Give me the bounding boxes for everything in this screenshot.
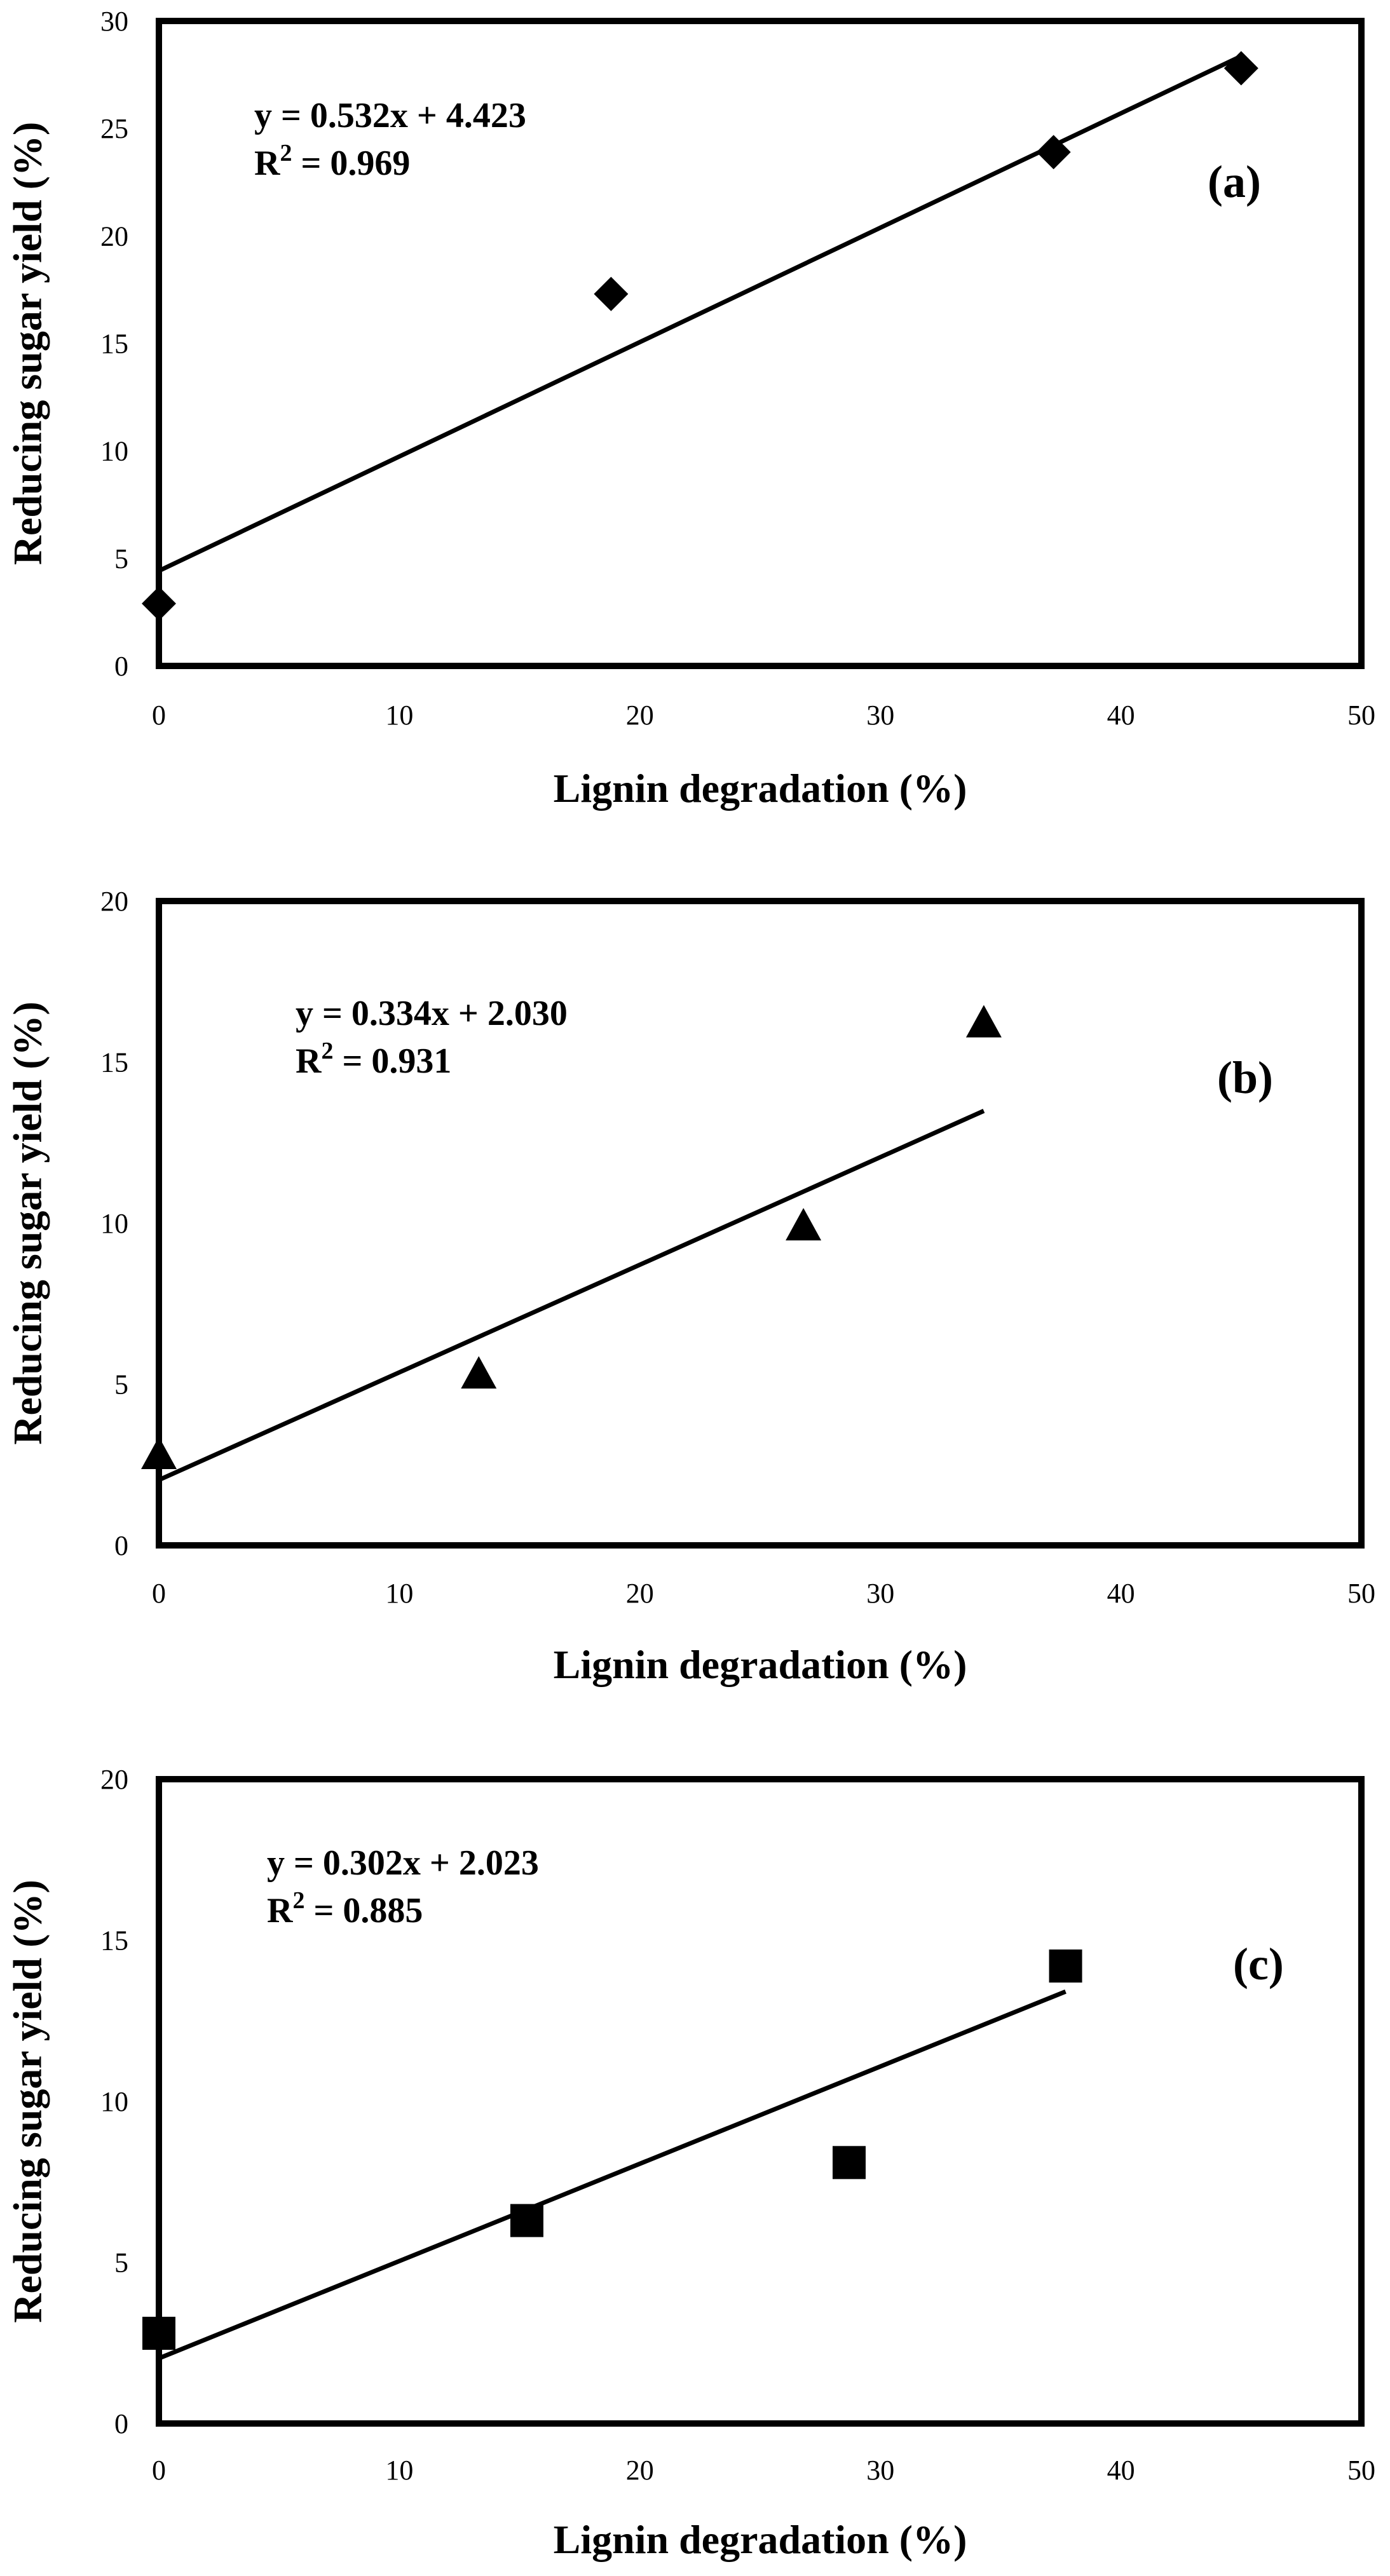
data-point-triangle <box>461 1356 497 1389</box>
y-tick-label: 0 <box>114 1530 128 1561</box>
x-axis-label: Lignin degradation (%) <box>554 1642 967 1687</box>
chart-a-svg: 0 5 10 15 20 25 30 0 10 20 30 40 50 y = 0.532x + 4.… <box>5 6 1375 811</box>
x-tick-label: 30 <box>866 2455 894 2486</box>
trendline <box>158 1109 985 1482</box>
y-tick-label: 20 <box>100 886 128 917</box>
x-tick-label: 0 <box>152 700 166 731</box>
x-tick-label: 10 <box>385 1578 413 1609</box>
chart-panel-b: 0 5 10 15 20 0 10 20 30 40 50 y = 0.334x + 2.030 … <box>0 864 1390 1722</box>
panel-label: (b) <box>1217 1052 1273 1103</box>
y-tick-label: 0 <box>114 2408 128 2439</box>
y-axis-label: Reducing sugar yield (%) <box>5 1001 50 1445</box>
y-axis-label: Reducing sugar yield (%) <box>5 1880 50 2323</box>
r-squared-label: R2 = 0.931 <box>296 1038 451 1081</box>
data-point-triangle <box>965 1005 1002 1038</box>
data-point-square <box>510 2204 543 2237</box>
data-point-square <box>833 2146 866 2179</box>
x-tick-label: 40 <box>1107 2455 1135 2486</box>
y-tick-label: 15 <box>100 1047 128 1078</box>
data-point-diamond <box>1036 135 1071 170</box>
y-tick-label: 10 <box>100 436 128 467</box>
x-tick-label: 50 <box>1347 2455 1375 2486</box>
r-squared-label: R2 = 0.969 <box>254 140 410 183</box>
chart-panel-c: 0 5 10 15 20 0 10 20 30 40 50 y = 0.302x + 2.023 … <box>0 1722 1390 2573</box>
x-tick-label: 50 <box>1347 700 1375 731</box>
x-tick-label: 20 <box>626 1578 654 1609</box>
trendline <box>158 54 1243 573</box>
y-tick-label: 15 <box>100 329 128 360</box>
x-axis-label: Lignin degradation (%) <box>554 2517 967 2562</box>
x-tick-label: 30 <box>866 700 894 731</box>
y-tick-label: 10 <box>100 1208 128 1239</box>
y-tick-label: 5 <box>114 1369 128 1400</box>
x-tick-label: 20 <box>626 2455 654 2486</box>
x-tick-label: 30 <box>866 1578 894 1609</box>
data-point-diamond <box>594 276 629 311</box>
data-point-square <box>1049 1949 1082 1983</box>
panel-label: (a) <box>1208 156 1261 207</box>
y-tick-label: 5 <box>114 543 128 574</box>
data-point-triangle <box>141 1437 177 1470</box>
y-tick-label: 15 <box>100 1925 128 1956</box>
y-tick-label: 0 <box>114 651 128 682</box>
y-tick-label: 5 <box>114 2247 128 2279</box>
y-tick-label: 25 <box>100 113 128 144</box>
y-tick-label: 20 <box>100 1764 128 1795</box>
r-squared-label: R2 = 0.885 <box>267 1887 423 1930</box>
regression-equation: y = 0.302x + 2.023 <box>267 1843 539 1883</box>
regression-equation: y = 0.532x + 4.423 <box>254 96 526 135</box>
y-tick-label: 10 <box>100 2086 128 2117</box>
data-point-triangle <box>786 1208 822 1241</box>
y-tick-label: 30 <box>100 6 128 37</box>
x-tick-label: 10 <box>385 700 413 731</box>
y-axis-label: Reducing sugar yield (%) <box>5 122 50 566</box>
x-tick-label: 0 <box>152 1578 166 1609</box>
x-tick-label: 40 <box>1107 700 1135 731</box>
chart-panel-a: 0 5 10 15 20 25 30 0 10 20 30 40 50 y = 0.532x + 4.… <box>0 0 1390 864</box>
x-tick-label: 50 <box>1347 1578 1375 1609</box>
data-point-square <box>142 2317 175 2350</box>
regression-equation: y = 0.334x + 2.030 <box>296 994 568 1033</box>
panel-label: (c) <box>1233 1939 1284 1990</box>
x-tick-label: 0 <box>152 2455 166 2486</box>
plot-area-frame <box>156 898 1365 1549</box>
data-point-diamond <box>1223 51 1258 86</box>
y-tick-label: 20 <box>100 220 128 252</box>
trendline <box>158 1989 1066 2361</box>
plot-area-frame <box>156 18 1365 669</box>
x-axis-label: Lignin degradation (%) <box>554 766 967 811</box>
plot-area-frame <box>156 1776 1365 2427</box>
x-tick-label: 10 <box>385 2455 413 2486</box>
data-point-diamond <box>142 586 176 621</box>
x-tick-label: 40 <box>1107 1578 1135 1609</box>
x-tick-label: 20 <box>626 700 654 731</box>
